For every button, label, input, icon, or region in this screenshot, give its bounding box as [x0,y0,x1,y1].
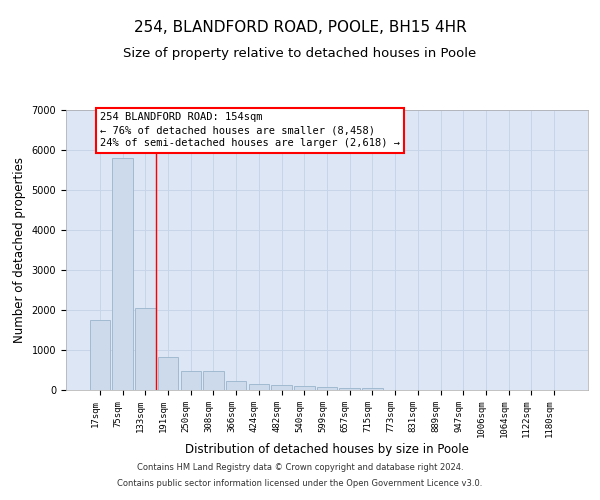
Bar [317,387,337,390]
Bar [90,320,110,390]
Bar [158,357,178,390]
Text: Size of property relative to detached houses in Poole: Size of property relative to detached ho… [124,48,476,60]
Bar [181,371,201,390]
Text: Contains public sector information licensed under the Open Government Licence v3: Contains public sector information licen… [118,478,482,488]
Y-axis label: Number of detached properties: Number of detached properties [13,157,26,343]
Text: 254, BLANDFORD ROAD, POOLE, BH15 4HR: 254, BLANDFORD ROAD, POOLE, BH15 4HR [134,20,466,35]
Bar [362,388,383,390]
Bar [112,158,133,390]
X-axis label: Distribution of detached houses by size in Poole: Distribution of detached houses by size … [185,443,469,456]
Bar [203,371,224,390]
Bar [271,385,292,390]
Text: 254 BLANDFORD ROAD: 154sqm
← 76% of detached houses are smaller (8,458)
24% of s: 254 BLANDFORD ROAD: 154sqm ← 76% of deta… [100,112,400,148]
Bar [294,386,314,390]
Bar [340,388,360,390]
Bar [226,381,247,390]
Bar [135,308,155,390]
Bar [248,384,269,390]
Text: Contains HM Land Registry data © Crown copyright and database right 2024.: Contains HM Land Registry data © Crown c… [137,464,463,472]
